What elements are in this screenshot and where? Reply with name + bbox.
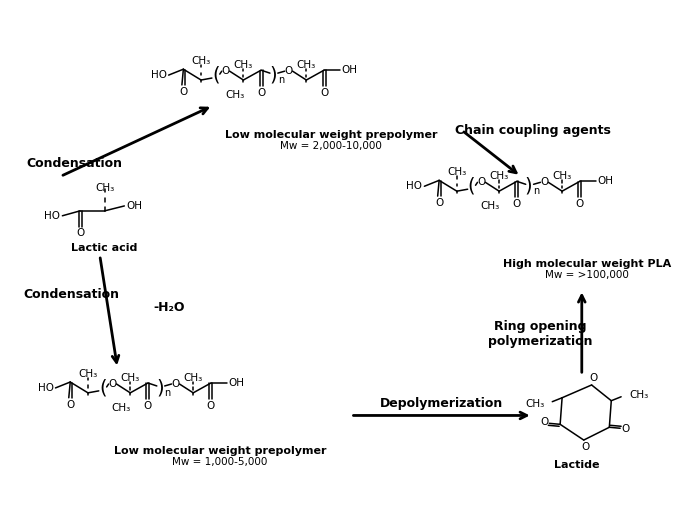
Text: CH₃: CH₃ <box>78 369 97 379</box>
Text: Mw = 2,000-10,000: Mw = 2,000-10,000 <box>280 141 382 151</box>
Text: (: ( <box>468 177 475 196</box>
Text: OH: OH <box>598 176 614 186</box>
Text: Lactic acid: Lactic acid <box>71 243 138 253</box>
Text: Mw = 1,000-5,000: Mw = 1,000-5,000 <box>172 457 267 467</box>
Text: CH₃: CH₃ <box>225 90 244 100</box>
Text: O: O <box>582 442 590 452</box>
Text: ): ) <box>156 379 164 397</box>
Text: O: O <box>76 228 84 238</box>
Text: Depolymerization: Depolymerization <box>379 397 503 410</box>
Text: CH₃: CH₃ <box>121 373 140 383</box>
Text: (: ( <box>99 379 106 397</box>
Text: HO: HO <box>37 383 53 393</box>
Text: O: O <box>435 198 443 208</box>
Text: n: n <box>533 186 540 196</box>
Text: -H₂O: -H₂O <box>154 301 185 314</box>
Text: Lactide: Lactide <box>554 460 600 470</box>
Text: CH₃: CH₃ <box>525 398 545 408</box>
Text: O: O <box>576 199 584 209</box>
Text: n: n <box>164 388 171 398</box>
Text: OH: OH <box>342 65 358 75</box>
Text: CH₃: CH₃ <box>95 183 114 193</box>
Text: CH₃: CH₃ <box>296 60 316 70</box>
Text: O: O <box>320 88 328 98</box>
Text: OH: OH <box>126 201 142 211</box>
Text: Mw = >100,000: Mw = >100,000 <box>545 270 629 280</box>
Text: O: O <box>513 199 521 209</box>
Text: Condensation: Condensation <box>23 288 119 301</box>
Text: Ring opening
polymerization: Ring opening polymerization <box>489 320 593 348</box>
Text: O: O <box>257 88 265 98</box>
Text: CH₃: CH₃ <box>629 390 648 400</box>
Text: n: n <box>278 75 284 85</box>
Text: CH₃: CH₃ <box>447 167 466 177</box>
Text: ): ) <box>525 177 533 196</box>
Text: ): ) <box>269 66 276 85</box>
Text: CH₃: CH₃ <box>553 172 571 182</box>
Text: CH₃: CH₃ <box>234 60 253 70</box>
Text: CH₃: CH₃ <box>191 56 211 66</box>
Text: Condensation: Condensation <box>26 157 122 170</box>
Text: (: ( <box>212 66 220 85</box>
Text: HO: HO <box>406 181 422 191</box>
Text: Low molecular weight prepolymer: Low molecular weight prepolymer <box>225 130 437 140</box>
Text: O: O <box>477 177 486 187</box>
Text: O: O <box>589 373 598 383</box>
Text: HO: HO <box>44 211 60 221</box>
Text: O: O <box>207 401 215 411</box>
Text: O: O <box>144 401 152 411</box>
Text: O: O <box>108 379 117 389</box>
Text: O: O <box>285 66 293 76</box>
Text: Chain coupling agents: Chain coupling agents <box>455 124 612 136</box>
Text: O: O <box>66 400 75 410</box>
Text: O: O <box>171 379 180 389</box>
Text: Low molecular weight prepolymer: Low molecular weight prepolymer <box>113 446 326 456</box>
Text: O: O <box>222 66 230 76</box>
Text: High molecular weight PLA: High molecular weight PLA <box>502 259 671 269</box>
Text: O: O <box>540 417 549 427</box>
Text: O: O <box>621 424 630 434</box>
Text: CH₃: CH₃ <box>184 373 203 383</box>
Text: O: O <box>179 87 187 97</box>
Text: HO: HO <box>151 70 167 80</box>
Text: OH: OH <box>229 378 245 388</box>
Text: CH₃: CH₃ <box>481 201 500 211</box>
Text: CH₃: CH₃ <box>489 172 509 182</box>
Text: O: O <box>540 177 549 187</box>
Text: CH₃: CH₃ <box>112 403 131 413</box>
